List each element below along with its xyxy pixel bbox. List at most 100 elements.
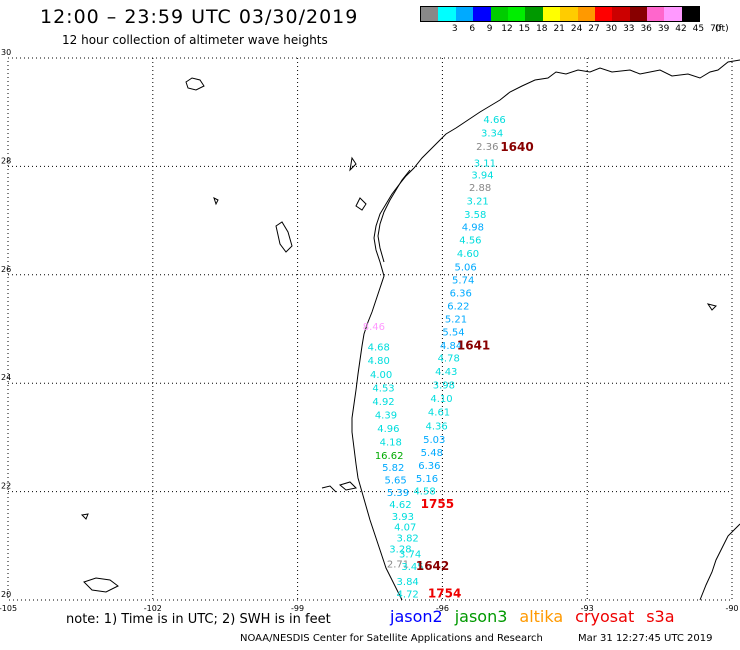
wave-height-label: 3.93 <box>392 512 414 523</box>
pass-time-label: 1640 <box>500 140 533 154</box>
latitude-label: 22 <box>1 482 11 491</box>
wave-height-label: 4.84 <box>440 341 462 352</box>
wave-height-label: 5.82 <box>382 463 404 474</box>
wave-height-label: 5.03 <box>423 435 445 446</box>
wave-height-label: 4.66 <box>483 115 505 126</box>
legend-swatch <box>612 7 630 21</box>
legend-label: 45 <box>692 24 705 34</box>
wave-height-label: 3.84 <box>397 577 419 588</box>
wave-height-label: 5.54 <box>442 328 464 339</box>
legend-swatch <box>507 7 526 21</box>
river-2 <box>321 485 337 493</box>
wave-height-label: 4.56 <box>459 235 481 246</box>
legend-label: 27 <box>588 24 600 34</box>
legend-swatch <box>455 7 474 21</box>
legend-label: 6 <box>469 24 476 34</box>
wave-height-label: 4.07 <box>394 523 416 534</box>
wave-height-label: 4.39 <box>375 410 397 421</box>
latitude-label: 20 <box>1 590 11 599</box>
legend-swatch <box>681 7 700 21</box>
wave-height-label: 3.45 <box>401 562 423 573</box>
wave-height-label: 5.16 <box>416 474 438 485</box>
island-3 <box>80 513 89 520</box>
wave-height-label: 4.62 <box>389 500 411 511</box>
wave-height-label: 5.65 <box>384 475 406 486</box>
pass-times: 1640 1641 1755 1642 1754 <box>416 140 534 600</box>
wave-height-label: 6.22 <box>447 301 469 312</box>
wave-height-label: 2.71 <box>387 559 409 570</box>
coastline-east-mexico <box>699 523 740 601</box>
footnote: note: 1) Time is in UTC; 2) SWH is in fe… <box>66 612 331 627</box>
pass-time-label: 1754 <box>428 586 461 600</box>
pass-time-label: 1641 <box>457 339 490 353</box>
wave-height-label: 4.58 <box>413 486 435 497</box>
wave-observations: 4.66 3.34 2.36 3.113.94 2.88 3.21 3.584.98 4.56… <box>363 115 506 600</box>
wave-height-label: 3.34 <box>481 129 503 140</box>
island-1 <box>338 481 358 491</box>
pass-time-label: 1755 <box>421 497 454 511</box>
wave-height-label: 4.92 <box>372 397 394 408</box>
wave-height-label: 6.36 <box>418 461 440 472</box>
satellite-label-altika: altika <box>519 607 564 626</box>
satellite-label-cryosat: cryosat <box>575 607 635 626</box>
latitude-label: 28 <box>1 156 11 165</box>
legend-color-bar <box>420 6 701 22</box>
wave-height-label: 8.46 <box>363 322 385 333</box>
legend-label: 3 <box>451 24 458 34</box>
wave-height-label: 2.36 <box>476 142 498 153</box>
legend-label: 18 <box>536 24 548 34</box>
coastline-inner <box>377 169 411 263</box>
wave-height-label: 3.58 <box>464 210 486 221</box>
wave-height-label: 4.53 <box>372 383 394 394</box>
legend-swatch <box>647 7 665 21</box>
lake-4 <box>349 156 357 172</box>
satellite-legend: jason2 jason3 altika cryosat s3a <box>390 607 687 626</box>
wave-height-label: 3.94 <box>471 170 493 181</box>
map-frame <box>7 57 733 601</box>
wave-height-label: 4.78 <box>438 354 460 365</box>
longitude-label: -105 <box>0 604 17 613</box>
legend-label: 15 <box>518 24 531 34</box>
legend-label: 9 <box>486 24 493 34</box>
wave-height-label: 4.43 <box>435 367 457 378</box>
wave-height-label: 5.48 <box>421 448 443 459</box>
page-title: 12:00 – 23:59 UTC 03/30/2019 <box>40 6 359 28</box>
longitude-label: -90 <box>725 604 738 613</box>
lake-2 <box>275 221 293 253</box>
latitude-label: 30 <box>1 48 11 57</box>
legend-swatch <box>664 7 682 21</box>
legend-swatch <box>560 7 578 21</box>
wave-height-label: 4.60 <box>457 249 479 260</box>
wave-height-label: 3.11 <box>474 158 496 169</box>
legend-swatch <box>421 7 439 21</box>
wave-height-label: 4.18 <box>380 438 402 449</box>
latitude-label: 24 <box>1 373 11 382</box>
satellite-label-jason2: jason2 <box>390 607 443 626</box>
wave-height-label: 5.21 <box>445 314 467 325</box>
river-1 <box>355 197 367 211</box>
wave-height-label: 5.74 <box>452 275 474 286</box>
satellite-label-jason3: jason3 <box>454 607 508 626</box>
pass-time-label: 1642 <box>416 559 449 573</box>
color-legend: 3 6 9 12 15 18 21 24 27 30 33 36 39 42 45 70 (ft) <box>420 6 730 36</box>
map-grid: -105 -102 -99 -96 -93 -90 30 28 26 24 22 20 <box>0 48 739 613</box>
satellite-label-s3a: s3a <box>646 607 675 626</box>
wave-height-label: 16.62 <box>375 451 404 462</box>
legend-swatch <box>542 7 561 21</box>
wave-height-label: 3.98 <box>433 381 455 392</box>
wave-height-label: 5.39 <box>387 488 409 499</box>
legend-swatch <box>525 7 543 21</box>
wave-height-label: 4.61 <box>428 408 450 419</box>
wave-height-label: 3.74 <box>399 550 421 561</box>
coastline-gulf-coast <box>351 59 740 601</box>
longitude-label: -93 <box>581 604 594 613</box>
legend-label: 36 <box>640 24 652 34</box>
legend-label: 70 <box>710 24 722 34</box>
wave-height-label: 3.21 <box>467 196 489 207</box>
wave-height-label: 6.36 <box>450 288 472 299</box>
wave-height-label: 5.06 <box>454 262 476 273</box>
wave-height-label: 2.88 <box>469 183 491 194</box>
wave-height-label: 4.36 <box>426 421 448 432</box>
wave-height-label: 4.68 <box>368 343 390 354</box>
